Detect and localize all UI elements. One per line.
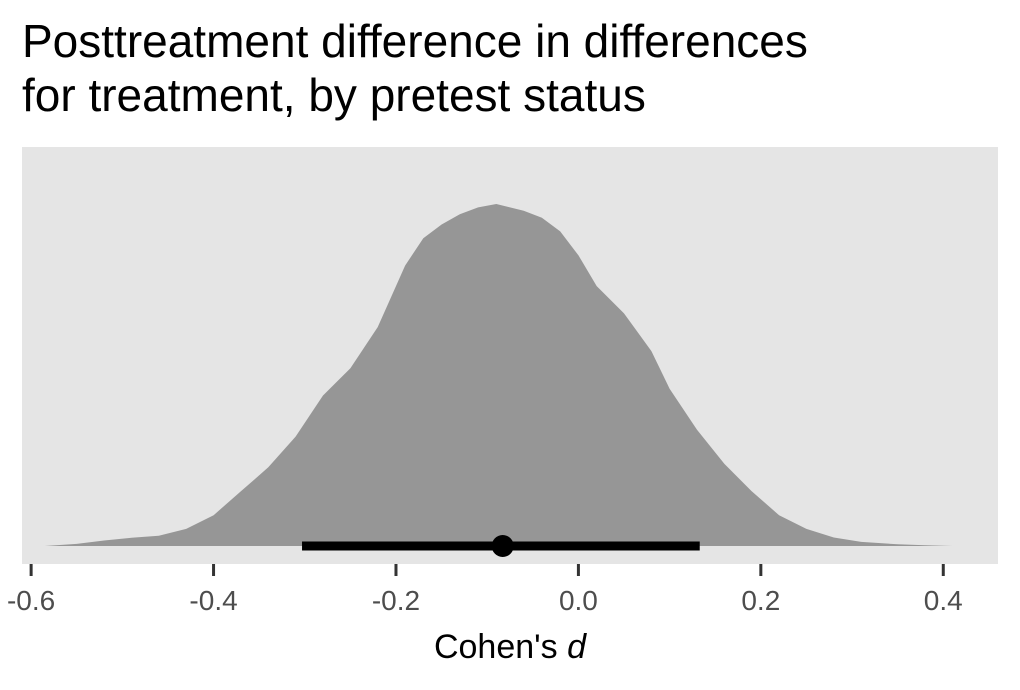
chart-title: Posttreatment difference in differences … [22,14,1002,122]
x-axis-label-italic: d [567,628,587,666]
x-tick-label: -0.2 [372,585,420,616]
x-axis: -0.6 -0.4 -0.2 0.0 0.2 0.4 [7,564,963,616]
chart-title-line-2: for treatment, by pretest status [22,69,646,121]
chart-title-line-1: Posttreatment difference in differences [22,15,808,67]
x-tick-label: 0.2 [741,585,780,616]
x-tick-label: 0.4 [924,585,963,616]
x-tick-label: -0.4 [189,585,237,616]
x-axis-label: Cohen's d [434,628,587,666]
density-area [44,204,953,546]
x-axis-label-text: Cohen's [434,628,567,666]
x-tick-label: -0.6 [7,585,55,616]
x-tick-label: 0.0 [559,585,598,616]
point-estimate-marker [491,535,514,557]
